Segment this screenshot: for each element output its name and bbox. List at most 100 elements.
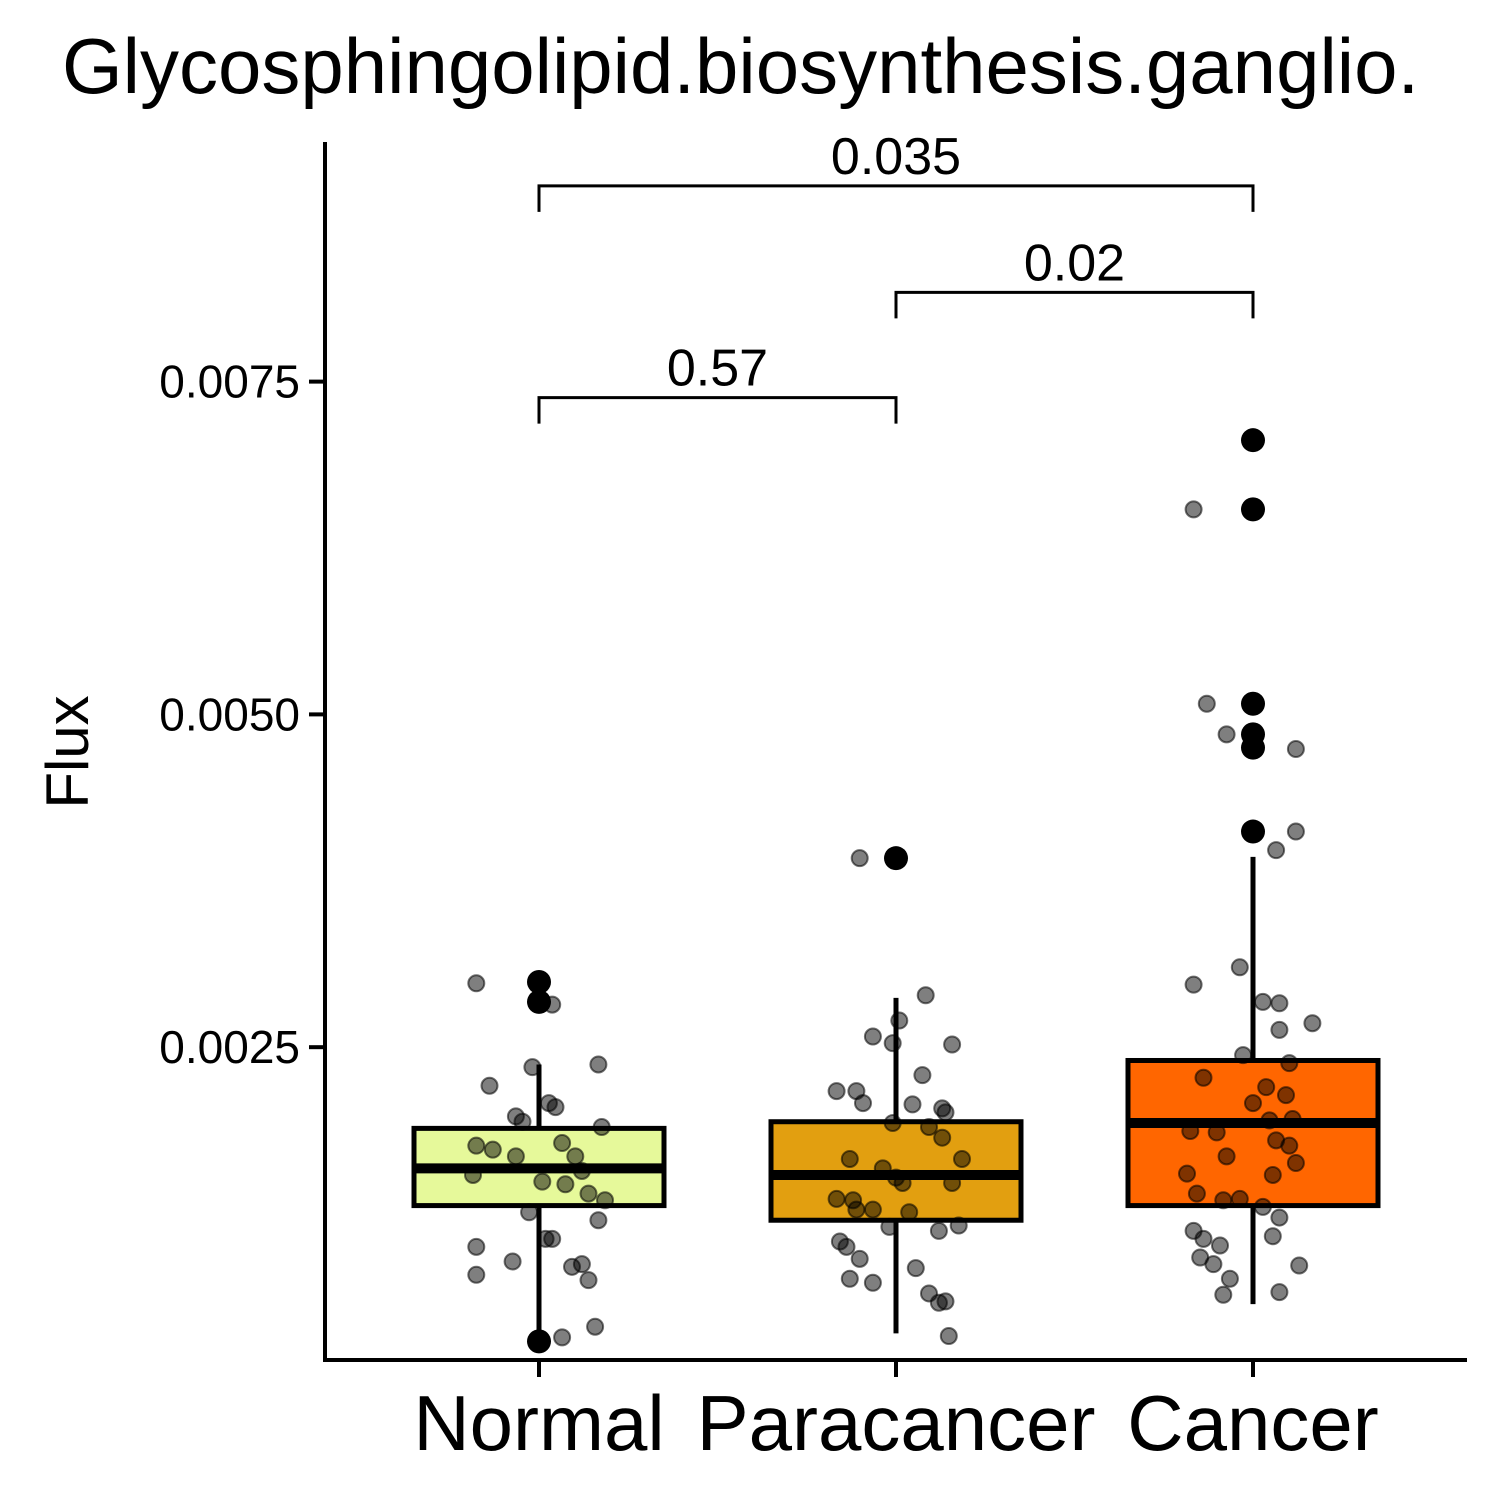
jitter-point <box>1267 841 1286 860</box>
jitter-point <box>913 1066 932 1085</box>
jitter-point <box>850 849 869 868</box>
box-group-paracancer <box>768 846 1024 1346</box>
jitter-point <box>1207 1123 1226 1142</box>
outlier-point <box>527 1329 551 1354</box>
jitter-point <box>840 1149 859 1168</box>
outlier-point <box>1241 735 1265 760</box>
x-axis-ticks: Normal Paracancer Cancer <box>413 1360 1379 1467</box>
jitter-point <box>1230 958 1249 977</box>
jitter-point <box>1277 1086 1295 1105</box>
jitter-point <box>503 1252 522 1271</box>
jitter-point <box>1184 500 1203 519</box>
jitter-point <box>579 1184 598 1203</box>
jitter-point <box>933 1128 952 1147</box>
jitter-point <box>893 1173 912 1192</box>
jitter-point <box>1244 1094 1262 1113</box>
jitter-point <box>566 1147 585 1166</box>
x-tick-label-normal: Normal <box>413 1379 664 1467</box>
bracket-normal-cancer: 0.035 <box>537 128 1255 212</box>
jitter-point <box>1217 725 1236 744</box>
x-tick-label-paracancer: Paracancer <box>697 1379 1096 1467</box>
jitter-point <box>513 1112 532 1131</box>
jitter-point <box>1280 1136 1299 1155</box>
jitter-point <box>1214 1285 1233 1304</box>
jitter-point <box>1217 1147 1236 1166</box>
jitter-point <box>556 1175 575 1194</box>
jitter-point <box>906 1259 925 1278</box>
jitter-point <box>1286 1153 1305 1172</box>
jitter-point <box>1253 992 1272 1011</box>
outlier-point <box>1241 819 1265 844</box>
jitter-point <box>953 1149 971 1168</box>
jitter-point <box>596 1191 614 1210</box>
y-axis-label: Flux <box>34 695 101 808</box>
jitter-point <box>1211 1236 1229 1255</box>
jitter-point <box>827 1189 846 1208</box>
jitter-point <box>533 1172 552 1191</box>
jitter-point <box>943 1173 962 1192</box>
jitter-point <box>1197 694 1216 713</box>
jitter-point <box>1263 1227 1282 1246</box>
jitter-point <box>837 1237 856 1256</box>
jitter-point <box>1283 1110 1302 1129</box>
outlier-point <box>1241 497 1265 522</box>
jitter-point <box>827 1082 846 1101</box>
jitter-point <box>1286 822 1305 841</box>
jitter-point <box>589 1211 608 1230</box>
jitter-point <box>854 1094 872 1113</box>
jitter-point <box>863 1027 882 1046</box>
p-value-label: 0.57 <box>667 340 768 398</box>
jitter-point <box>553 1134 572 1153</box>
boxplot-groups <box>411 428 1381 1354</box>
outlier-point <box>1241 428 1265 453</box>
jitter-point <box>1220 1269 1239 1288</box>
jitter-point <box>572 1161 591 1180</box>
box-group-normal <box>411 969 667 1354</box>
outlier-point <box>1241 691 1265 716</box>
chart-title: Glycosphingolipid.biosynthesis.ganglio. <box>62 22 1419 110</box>
jitter-point <box>1280 1054 1299 1073</box>
jitter-point <box>1257 1078 1276 1097</box>
jitter-point <box>929 1221 948 1240</box>
jitter-point <box>883 1114 902 1133</box>
jitter-point <box>863 1200 882 1219</box>
jitter-point <box>1194 1068 1213 1087</box>
jitter-point <box>467 974 486 993</box>
jitter-point <box>900 1203 919 1222</box>
bracket-line <box>894 290 1255 319</box>
y-tick-label: 0.0050 <box>159 688 300 740</box>
jitter-point <box>543 1229 562 1248</box>
bracket-paracancer-cancer: 0.02 <box>894 234 1255 319</box>
jitter-point <box>939 1327 958 1346</box>
jitter-point <box>592 1118 611 1137</box>
jitter-point <box>1204 1255 1223 1274</box>
bracket-line <box>537 396 898 424</box>
x-tick-label-cancer: Cancer <box>1127 1379 1378 1467</box>
jitter-point <box>467 1136 486 1155</box>
jitter-point <box>1270 1020 1289 1039</box>
jitter-point <box>847 1200 866 1219</box>
jitter-point <box>1270 1208 1289 1227</box>
jitter-point <box>520 1203 539 1222</box>
jitter-point <box>572 1255 591 1274</box>
jitter-point <box>840 1269 859 1288</box>
bracket-line <box>537 184 1255 212</box>
y-tick-label: 0.0075 <box>159 356 300 408</box>
p-value-label: 0.035 <box>831 128 961 186</box>
jitter-point <box>467 1237 486 1256</box>
jitter-point <box>936 1292 955 1311</box>
outlier-point <box>527 969 551 994</box>
significance-brackets: 0.57 0.02 0.035 <box>537 128 1255 424</box>
jitter-point <box>880 1217 899 1236</box>
jitter-point <box>863 1273 882 1292</box>
jitter-point <box>1181 1122 1200 1141</box>
jitter-point <box>850 1249 869 1268</box>
jitter-point <box>873 1159 892 1178</box>
jitter-point <box>883 1034 902 1053</box>
jitter-point <box>916 986 935 1005</box>
jitter-point <box>1263 1165 1282 1184</box>
jitter-point <box>553 1328 572 1347</box>
jitter-point <box>1270 994 1289 1013</box>
jitter-point <box>589 1055 608 1074</box>
